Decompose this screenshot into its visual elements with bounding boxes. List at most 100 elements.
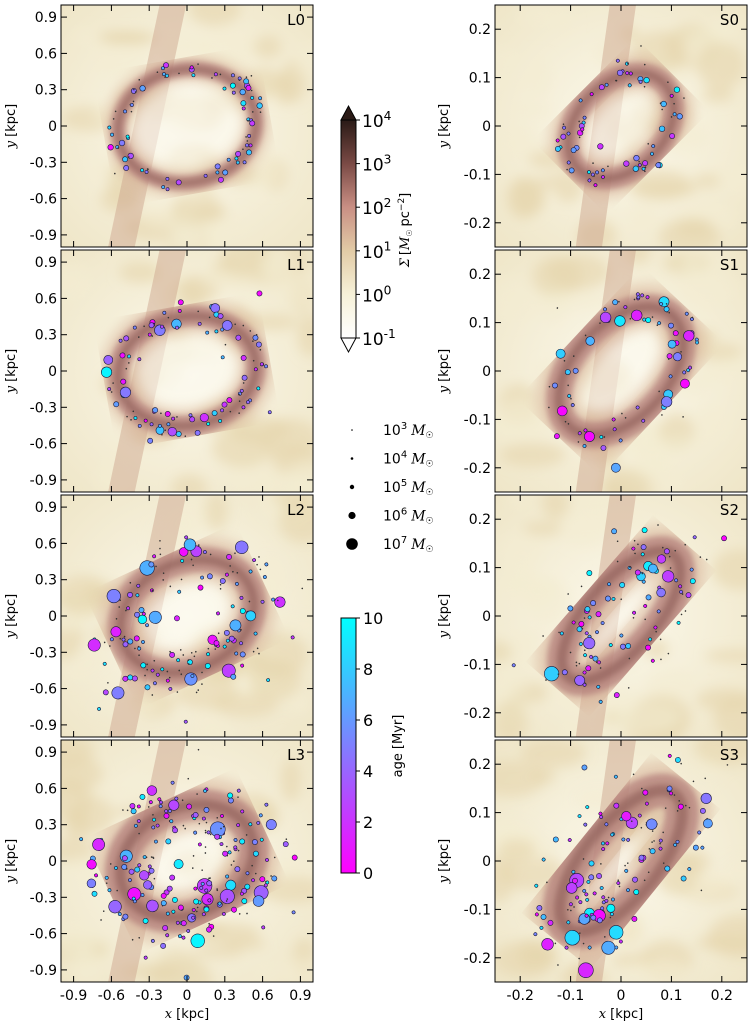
star-cluster [265, 880, 267, 883]
star-cluster [152, 814, 154, 816]
gas-blob [506, 176, 541, 220]
star-cluster [572, 877, 578, 884]
star-cluster [172, 897, 178, 903]
star-cluster [267, 410, 272, 415]
star-cluster [566, 160, 571, 165]
star-cluster [130, 808, 137, 815]
star-cluster [234, 323, 236, 326]
star-cluster [161, 185, 166, 189]
star-cluster [633, 889, 640, 895]
star-cluster [649, 848, 656, 855]
star-cluster [629, 566, 631, 568]
star-cluster [591, 983, 593, 985]
star-cluster [536, 905, 543, 911]
star-cluster [110, 391, 113, 393]
star-cluster [638, 79, 643, 84]
star-cluster [587, 170, 591, 175]
star-cluster [239, 651, 246, 658]
star-cluster [142, 855, 147, 859]
gas-blob [171, 474, 208, 492]
star-cluster [633, 298, 636, 301]
star-cluster [592, 909, 606, 923]
star-cluster [576, 626, 583, 633]
star-cluster [653, 625, 658, 630]
star-cluster [181, 935, 186, 940]
gas-blob [495, 669, 530, 697]
y-tick-label: 0 [482, 119, 491, 135]
mass-label: 106 M☉ [383, 507, 434, 527]
star-cluster [137, 863, 142, 868]
star-cluster [291, 854, 298, 861]
gas-blob [622, 960, 693, 980]
density-map [495, 5, 747, 247]
star-cluster [657, 524, 659, 526]
star-cluster [165, 73, 169, 78]
star-cluster [203, 807, 210, 813]
star-cluster [117, 147, 120, 149]
star-cluster [600, 621, 605, 625]
star-cluster [203, 788, 207, 793]
star-cluster [235, 151, 241, 157]
star-cluster [585, 805, 590, 809]
star-cluster [217, 632, 220, 635]
star-cluster [191, 908, 196, 912]
star-cluster [684, 543, 686, 546]
star-cluster [570, 147, 577, 154]
star-cluster [225, 874, 230, 879]
star-cluster [667, 358, 670, 360]
star-cluster [184, 435, 187, 438]
star-cluster [647, 871, 650, 874]
star-cluster [86, 878, 97, 889]
star-cluster [691, 316, 694, 319]
star-cluster [196, 910, 198, 913]
star-cluster [611, 597, 616, 601]
star-cluster [663, 548, 670, 555]
star-cluster [216, 817, 219, 819]
star-cluster [599, 667, 602, 669]
star-cluster [242, 324, 245, 327]
star-cluster [248, 143, 253, 148]
star-cluster [601, 841, 605, 846]
ring-interior [585, 575, 657, 657]
star-cluster [177, 589, 182, 594]
star-cluster [226, 157, 231, 162]
star-cluster [256, 386, 261, 391]
star-cluster [110, 626, 122, 638]
star-cluster [667, 81, 669, 84]
star-cluster [608, 925, 624, 940]
star-cluster [659, 302, 664, 306]
cluster-mass-legend: 103 M☉ 104 M☉ 105 M☉ 106 M☉ 107 M☉ [346, 421, 434, 555]
star-cluster [683, 330, 695, 342]
star-cluster [140, 893, 145, 897]
star-cluster [155, 672, 160, 677]
gas-blob [696, 688, 747, 711]
star-cluster [236, 572, 239, 574]
star-cluster [138, 654, 140, 657]
star-cluster [644, 801, 649, 806]
y-axis-label: y[kpc] [4, 594, 19, 639]
star-cluster [599, 886, 604, 890]
star-cluster [674, 578, 679, 583]
star-cluster [151, 335, 154, 337]
star-cluster [664, 807, 667, 809]
gas-blob [72, 28, 99, 45]
star-cluster [653, 840, 655, 842]
star-cluster [222, 320, 233, 331]
star-cluster [125, 609, 127, 612]
star-cluster [194, 429, 201, 436]
star-cluster [184, 535, 189, 540]
y-tick-label: 0.1 [469, 561, 491, 577]
star-clusters [555, 45, 685, 188]
mass-marker [349, 484, 355, 490]
star-cluster [661, 108, 663, 111]
star-cluster [219, 588, 222, 590]
star-cluster [122, 913, 129, 920]
star-cluster [597, 660, 601, 665]
star-cluster [249, 330, 252, 332]
gas-blob [626, 250, 651, 264]
star-cluster [564, 930, 581, 946]
star-cluster [666, 353, 673, 360]
star-cluster [160, 900, 167, 907]
star-cluster [242, 148, 244, 151]
star-cluster [604, 936, 606, 938]
